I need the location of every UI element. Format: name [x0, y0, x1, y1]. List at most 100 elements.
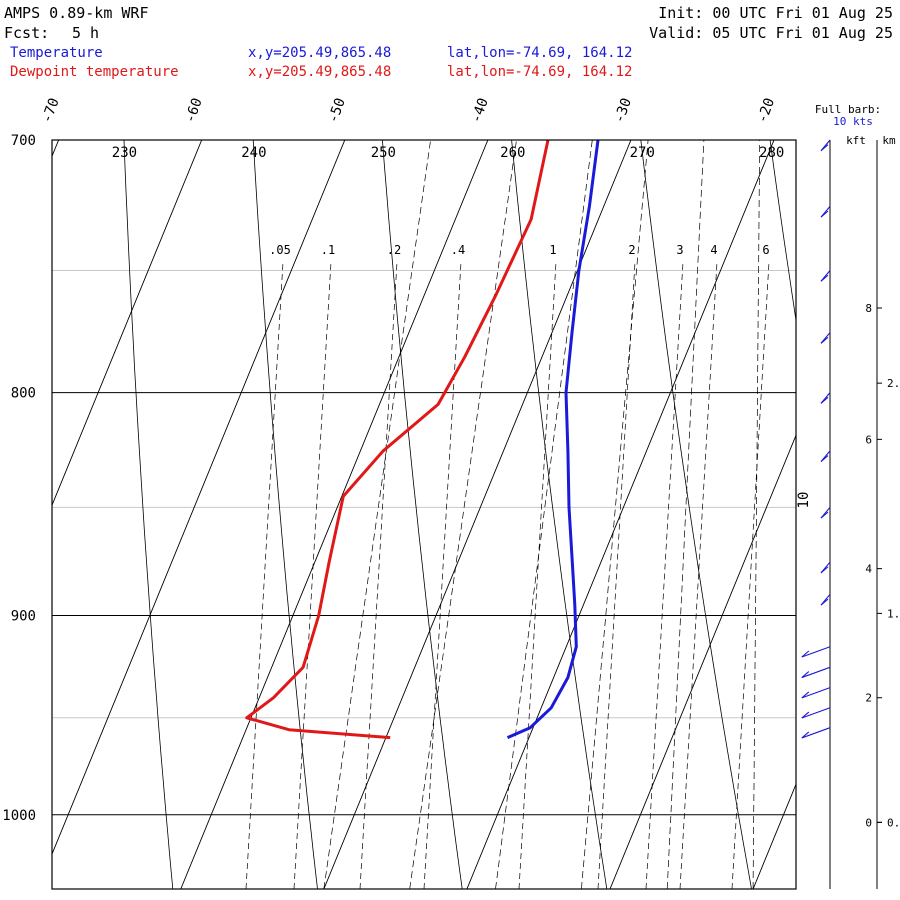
isotherm-label: -20 — [754, 96, 778, 125]
wind-barb — [820, 506, 831, 519]
wind-barb — [801, 646, 831, 658]
dry-adiabat-line — [511, 140, 608, 889]
wind-barb — [820, 139, 831, 152]
wind-barb-flag — [801, 731, 810, 739]
dry-adiabat-line — [640, 140, 752, 889]
wind-barb — [820, 561, 831, 574]
dry-adiabat-label: 270 — [630, 145, 655, 161]
dry-adiabat-line — [123, 140, 174, 889]
legend-temperature-latlon: lat,lon=-74.69, 164.12 — [447, 45, 632, 61]
sounding-series — [245, 140, 600, 740]
wind-barb-flag — [801, 711, 810, 719]
km-tick-label: 2. — [887, 377, 900, 390]
mixing-ratio-line — [731, 261, 770, 889]
mixing-ratio-line — [293, 261, 332, 889]
mixing-ratio-line — [423, 261, 462, 889]
moist-adiabat-line — [871, 140, 900, 889]
dry-adiabat-line — [769, 140, 796, 323]
moist-adiabat-line — [495, 140, 593, 889]
wind-barb-flag — [820, 336, 829, 344]
kft-tick-label: 8 — [865, 302, 872, 315]
isotherm-line — [609, 434, 796, 889]
wind-barb — [820, 206, 831, 218]
pressure-tick-label: 900 — [11, 608, 36, 624]
dry-adiabat-label: 260 — [500, 145, 525, 161]
wind-barb-staff — [801, 727, 831, 739]
wind-barb-flag — [820, 566, 829, 574]
legend-temperature-xy: x,y=205.49,865.48 — [248, 45, 391, 61]
km-tick-label: 0. — [887, 816, 900, 829]
dry-adiabat-line — [382, 140, 463, 889]
isotherm-label: -70 — [39, 96, 63, 125]
moist-adiabat-line — [581, 140, 649, 889]
dry-adiabat-label: 250 — [371, 145, 396, 161]
kft-tick-label: 2 — [865, 692, 872, 705]
wind-barb-column: 0 2 4 6 8 0. 1. 2. — [801, 139, 900, 889]
temperature-line — [506, 140, 600, 739]
dry-adiabat-line — [0, 140, 28, 889]
wind-barb-staff — [801, 707, 831, 719]
isotherm-line — [180, 140, 489, 889]
wind-barb-flag — [820, 210, 829, 218]
mixing-ratio-label: 4 — [710, 243, 717, 257]
isotherm-label: -40 — [468, 96, 492, 125]
mixing-ratio-line — [597, 261, 636, 889]
moist-adiabat-line — [816, 140, 839, 889]
isotherm-line — [896, 140, 900, 889]
kft-tick-label: 4 — [865, 563, 872, 576]
mixing-ratio-line — [679, 261, 718, 889]
isotherm-line — [52, 140, 346, 856]
dewpoint-line — [245, 140, 550, 740]
init-time: Init: 00 UTC Fri 01 Aug 25 — [658, 4, 893, 22]
wind-barb-flag — [801, 691, 810, 699]
legend-temperature-name: Temperature — [10, 45, 103, 61]
wind-barb-staff — [801, 666, 831, 679]
wind-barb — [801, 666, 831, 679]
pressure-tick-label: 800 — [11, 386, 36, 402]
mixing-ratio-line — [645, 261, 684, 889]
model-title: AMPS 0.89-km WRF — [4, 4, 149, 22]
isotherm-line — [52, 140, 60, 158]
forecast-hours: 5 h — [72, 24, 99, 42]
mixing-ratio-label: 6 — [762, 243, 769, 257]
mixing-ratio-label: .2 — [387, 243, 401, 257]
wind-barb — [801, 687, 831, 699]
isotherm-label: -60 — [182, 96, 206, 125]
moist-adiabat-line — [666, 140, 705, 889]
isotherm-line — [323, 140, 632, 889]
pressure-tick-label: 1000 — [2, 808, 36, 824]
dry-adiabat-label: 230 — [112, 145, 137, 161]
mixing-ratio-label-10: 10 — [796, 492, 812, 509]
legend-dewpoint-xy: x,y=205.49,865.48 — [248, 64, 391, 80]
dry-adiabat-label: 280 — [759, 145, 784, 161]
forecast-label: Fcst: — [4, 24, 49, 42]
mixing-ratio-label: 1 — [549, 243, 556, 257]
valid-time: Valid: 05 UTC Fri 01 Aug 25 — [649, 24, 893, 42]
mixing-ratio-line — [518, 261, 557, 889]
mixing-ratio-line — [245, 261, 284, 889]
wind-barb-flag — [820, 144, 829, 152]
plot-frame — [51, 139, 797, 890]
mixing-ratio-label: .4 — [451, 243, 465, 257]
background-grid — [0, 140, 900, 889]
wind-barb-flag — [820, 598, 829, 606]
barb-legend-line2: 10 kts — [833, 115, 873, 128]
legend-dewpoint-name: Dewpoint temperature — [10, 64, 179, 80]
wind-barb-staff — [801, 646, 831, 658]
kft-axis-label: kft — [846, 134, 866, 147]
moist-adiabat-line — [409, 140, 517, 889]
wind-barb — [801, 727, 831, 739]
mixing-ratio-label: 3 — [676, 243, 683, 257]
km-axis-label: km — [882, 134, 896, 147]
dry-adiabat-line — [252, 140, 318, 889]
wind-barb — [820, 593, 831, 606]
wind-barb-flag — [820, 274, 829, 282]
isotherm-label: -30 — [611, 96, 635, 125]
wind-barb — [801, 707, 831, 719]
isotherm-line — [52, 140, 203, 507]
kft-tick-label: 0 — [865, 816, 872, 829]
wind-barb-staff — [801, 687, 831, 699]
mixing-ratio-line — [359, 261, 398, 889]
mixing-ratio-label: .05 — [269, 243, 291, 257]
